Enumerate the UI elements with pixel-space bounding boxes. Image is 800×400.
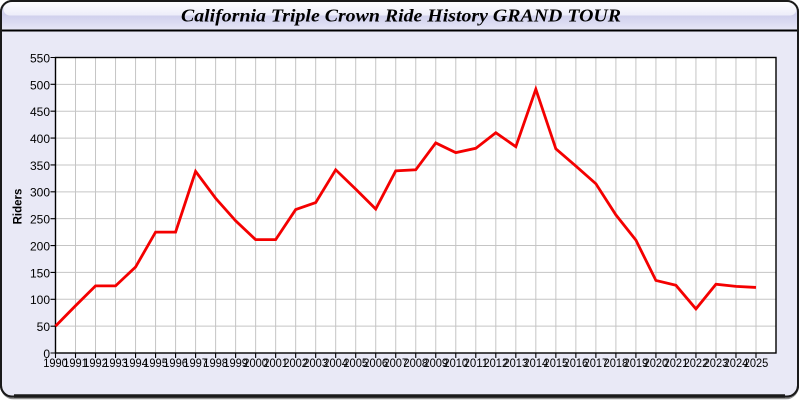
svg-text:250: 250 — [30, 213, 50, 227]
svg-text:100: 100 — [30, 293, 50, 307]
svg-text:150: 150 — [30, 266, 50, 280]
svg-text:2005: 2005 — [343, 356, 368, 370]
svg-text:1991: 1991 — [63, 356, 88, 370]
svg-text:2008: 2008 — [403, 356, 428, 370]
svg-text:2017: 2017 — [584, 356, 609, 370]
svg-text:1999: 1999 — [223, 356, 248, 370]
svg-text:2006: 2006 — [363, 356, 388, 370]
svg-text:2015: 2015 — [544, 356, 569, 370]
svg-text:2020: 2020 — [644, 356, 669, 370]
svg-text:1995: 1995 — [143, 356, 168, 370]
svg-text:2024: 2024 — [724, 356, 749, 370]
svg-text:500: 500 — [30, 78, 50, 92]
svg-text:1990: 1990 — [43, 356, 68, 370]
svg-text:1993: 1993 — [103, 356, 128, 370]
svg-text:2000: 2000 — [243, 356, 268, 370]
svg-text:1998: 1998 — [203, 356, 228, 370]
svg-text:450: 450 — [30, 105, 50, 119]
svg-text:1994: 1994 — [123, 356, 148, 370]
svg-text:1992: 1992 — [83, 356, 108, 370]
svg-text:200: 200 — [30, 239, 50, 253]
svg-text:2003: 2003 — [303, 356, 328, 370]
svg-text:2013: 2013 — [504, 356, 529, 370]
svg-text:2009: 2009 — [423, 356, 448, 370]
svg-text:550: 550 — [30, 51, 50, 65]
svg-text:0: 0 — [43, 347, 50, 361]
svg-text:300: 300 — [30, 186, 50, 200]
svg-text:2016: 2016 — [564, 356, 589, 370]
svg-text:2014: 2014 — [524, 356, 549, 370]
svg-text:2018: 2018 — [604, 356, 629, 370]
svg-text:2007: 2007 — [383, 356, 408, 370]
svg-text:400: 400 — [30, 132, 50, 146]
svg-text:2025: 2025 — [744, 356, 769, 370]
svg-text:2001: 2001 — [263, 356, 288, 370]
svg-text:2023: 2023 — [704, 356, 729, 370]
svg-text:Riders: Riders — [13, 189, 25, 225]
svg-text:2010: 2010 — [443, 356, 468, 370]
svg-text:2012: 2012 — [484, 356, 509, 370]
svg-text:2021: 2021 — [664, 356, 689, 370]
svg-text:2019: 2019 — [624, 356, 649, 370]
svg-text:2002: 2002 — [283, 356, 308, 370]
svg-text:1996: 1996 — [163, 356, 188, 370]
svg-text:2022: 2022 — [684, 356, 709, 370]
svg-text:California Triple Crown Ride H: California Triple Crown Ride History GRA… — [181, 6, 621, 26]
svg-text:2011: 2011 — [463, 356, 488, 370]
svg-text:1997: 1997 — [183, 356, 208, 370]
svg-text:50: 50 — [37, 320, 51, 334]
svg-text:350: 350 — [30, 159, 50, 173]
svg-text:2004: 2004 — [323, 356, 348, 370]
